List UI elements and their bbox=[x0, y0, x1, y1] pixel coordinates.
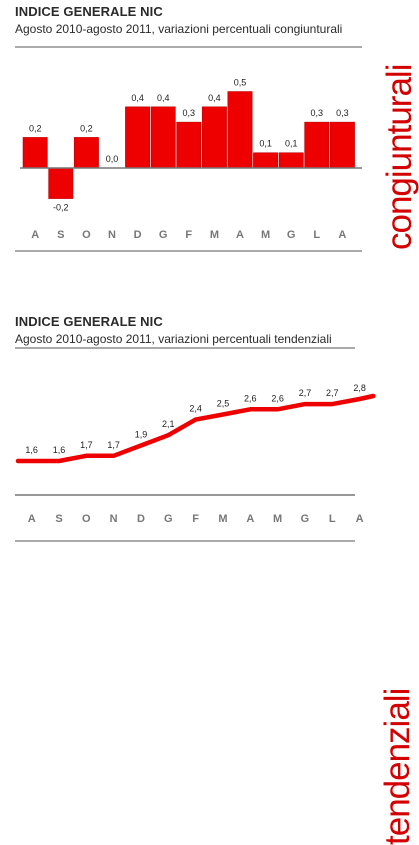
x-tick-label: M bbox=[261, 229, 270, 241]
x-tick-label: F bbox=[192, 513, 199, 525]
x-tick-label: D bbox=[134, 229, 142, 241]
x-tick-label: M bbox=[273, 513, 282, 525]
bar bbox=[177, 122, 201, 168]
x-tick-label: M bbox=[218, 513, 227, 525]
data-label: 0,2 bbox=[80, 123, 93, 133]
bar bbox=[202, 107, 226, 168]
bar bbox=[23, 137, 47, 168]
data-label: -0,2 bbox=[53, 203, 69, 213]
data-label: 2,7 bbox=[326, 388, 339, 398]
tendenziali-panel: INDICE GENERALE NIC Agosto 2010-agosto 2… bbox=[0, 300, 419, 547]
x-tick-label: O bbox=[82, 513, 91, 525]
x-tick-label: G bbox=[287, 229, 296, 241]
x-tick-label: S bbox=[57, 229, 64, 241]
data-label: 0,2 bbox=[29, 123, 42, 133]
x-tick-label: A bbox=[356, 513, 364, 525]
data-label: 0,4 bbox=[157, 93, 170, 103]
data-label: 2,6 bbox=[244, 393, 257, 403]
bar bbox=[305, 122, 329, 168]
x-tick-label: G bbox=[159, 229, 168, 241]
bar bbox=[279, 153, 303, 168]
data-label: 1,7 bbox=[107, 440, 120, 450]
x-tick-label: G bbox=[301, 513, 310, 525]
bar bbox=[253, 153, 277, 168]
side-label-tendenziali: tendenziali bbox=[378, 689, 418, 845]
data-label: 0,0 bbox=[106, 154, 119, 164]
data-label: 0,5 bbox=[234, 78, 247, 88]
x-tick-label: M bbox=[210, 229, 219, 241]
x-tick-label: G bbox=[164, 513, 173, 525]
x-tick-label: S bbox=[55, 513, 62, 525]
data-label: 2,7 bbox=[299, 388, 312, 398]
data-label: 0,4 bbox=[208, 93, 221, 103]
data-label: 2,1 bbox=[162, 419, 175, 429]
bar-chart: 0,2 A -0,2 S 0,2 O 0,0 N 0,4 D 0,4 G 0,3 F 0,4 M 0,5 A 0,1… bbox=[0, 0, 419, 260]
x-tick-label: D bbox=[137, 513, 145, 525]
data-label: 2,4 bbox=[189, 404, 202, 414]
data-label: 0,4 bbox=[131, 93, 144, 103]
x-tick-label: N bbox=[108, 229, 116, 241]
data-label: 0,3 bbox=[336, 108, 349, 118]
bar bbox=[151, 107, 175, 168]
x-tick-label: A bbox=[236, 229, 244, 241]
bar bbox=[74, 137, 98, 168]
bar bbox=[125, 107, 149, 168]
x-tick-label: A bbox=[246, 513, 254, 525]
line-chart: 1,6 A 1,6 S 1,7 O 1,7 N 1,9 D 2,1 G 2,4 F 2,5 M 2,6 A 2,6 M… bbox=[0, 300, 419, 547]
data-label: 0,1 bbox=[259, 139, 272, 149]
x-tick-label: N bbox=[110, 513, 118, 525]
data-label: 2,6 bbox=[271, 393, 284, 403]
congiunturali-panel: INDICE GENERALE NIC Agosto 2010-agosto 2… bbox=[0, 0, 419, 260]
bar bbox=[49, 168, 73, 199]
bar bbox=[228, 92, 252, 169]
data-label: 0,3 bbox=[311, 108, 324, 118]
x-tick-label: O bbox=[82, 229, 91, 241]
data-label: 1,9 bbox=[135, 429, 148, 439]
data-label: 0,1 bbox=[285, 139, 298, 149]
data-label: 0,3 bbox=[183, 108, 196, 118]
data-label: 2,8 bbox=[353, 383, 366, 393]
data-label: 1,7 bbox=[80, 440, 93, 450]
data-label: 1,6 bbox=[25, 445, 38, 455]
x-tick-label: A bbox=[31, 229, 39, 241]
data-label: 2,5 bbox=[217, 398, 230, 408]
x-tick-label: L bbox=[329, 513, 336, 525]
side-label-congiunturali: congiunturali bbox=[380, 65, 419, 250]
x-tick-label: L bbox=[313, 229, 320, 241]
x-tick-label: A bbox=[28, 513, 36, 525]
data-label: 1,6 bbox=[53, 445, 66, 455]
x-tick-label: F bbox=[185, 229, 192, 241]
bar bbox=[330, 122, 354, 168]
x-tick-label: A bbox=[338, 229, 346, 241]
